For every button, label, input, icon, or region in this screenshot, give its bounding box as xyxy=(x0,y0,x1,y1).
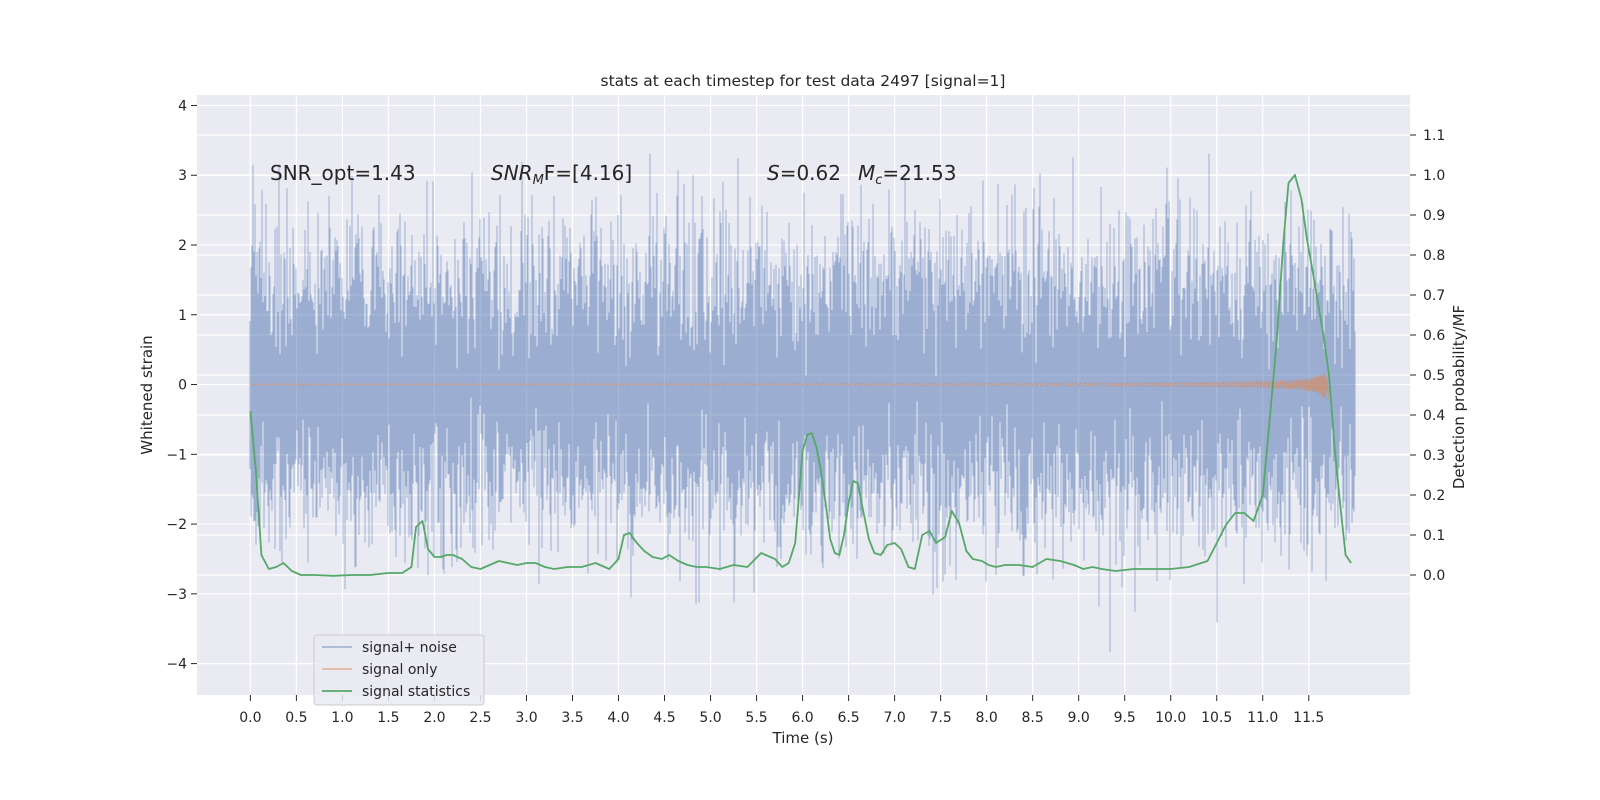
signal-only-series xyxy=(250,372,1330,399)
x-tick-label: 5.0 xyxy=(699,710,721,726)
x-tick-label: 6.0 xyxy=(791,710,813,726)
snr-mf-rest: F=[4.16] xyxy=(544,161,632,185)
x-tick-label: 3.0 xyxy=(515,710,537,726)
y-right-tick-label: 0.8 xyxy=(1423,248,1445,264)
x-tick-label: 3.5 xyxy=(561,710,583,726)
y-tick-label: 0 xyxy=(178,378,187,394)
y-tick-label: 3 xyxy=(178,168,187,184)
x-tick-label: 4.5 xyxy=(653,710,675,726)
legend-label-signal-noise: signal+ noise xyxy=(362,640,457,656)
signal-noise-line xyxy=(249,153,1356,653)
annotation-snr-opt: SNR_opt=1.43 xyxy=(270,161,416,185)
legend: signal+ noise signal only signal statist… xyxy=(313,634,485,706)
snr-mf-base: SNR xyxy=(491,161,533,185)
x-tick-label: 1.0 xyxy=(331,710,353,726)
y-tick-label: 4 xyxy=(178,98,187,114)
signal-statistics-line xyxy=(249,174,1352,577)
x-tick-label: 9.5 xyxy=(1114,710,1136,726)
x-tick-label: 0.0 xyxy=(239,710,261,726)
x-tick-label: 2.5 xyxy=(469,710,491,726)
y-right-tick-label: 0.0 xyxy=(1423,568,1445,584)
s-var: S xyxy=(767,161,780,185)
legend-label-signal-statistics: signal statistics xyxy=(362,684,470,700)
x-tick-label: 9.0 xyxy=(1068,710,1090,726)
x-tick-label: 1.5 xyxy=(377,710,399,726)
y-axis-label: Whitened strain xyxy=(138,335,156,454)
x-tick-label: 10.5 xyxy=(1201,710,1232,726)
x-tick-label: 7.0 xyxy=(883,710,905,726)
chart-title: stats at each timestep for test data 249… xyxy=(601,72,1006,90)
y-right-tick-label: 0.5 xyxy=(1423,368,1445,384)
x-tick-label: 8.5 xyxy=(1022,710,1044,726)
y-right-tick-label: 0.2 xyxy=(1423,488,1445,504)
mc-sub: c xyxy=(875,173,882,188)
y-right-tick-label: 0.9 xyxy=(1423,208,1445,224)
snr-mf-sub: M xyxy=(533,173,544,188)
x-axis-label: Time (s) xyxy=(772,729,834,747)
y-tick-label: −2 xyxy=(166,517,187,533)
signal-statistics-series xyxy=(249,174,1352,577)
y-tick-label: 1 xyxy=(178,308,187,324)
x-tick-label: 8.0 xyxy=(976,710,998,726)
x-tick-label: 4.0 xyxy=(607,710,629,726)
mc-value: =21.53 xyxy=(882,161,956,185)
signal-noise-series xyxy=(249,153,1356,653)
y-right-tick-label: 0.1 xyxy=(1423,528,1445,544)
s-value: =0.62 xyxy=(780,161,841,185)
y-tick-label: 2 xyxy=(178,238,187,254)
x-tick-label: 2.0 xyxy=(423,710,445,726)
x-tick-label: 7.5 xyxy=(929,710,951,726)
y-right-tick-label: 0.6 xyxy=(1423,328,1445,344)
x-tick-label: 11.5 xyxy=(1293,710,1324,726)
y-right-tick-label: 0.3 xyxy=(1423,448,1445,464)
signal-only-line xyxy=(250,372,1330,399)
x-tick-label: 10.0 xyxy=(1155,710,1186,726)
y-right-tick-label: 1.0 xyxy=(1423,168,1445,184)
y-tick-label: −4 xyxy=(166,657,187,673)
y-right-tick-label: 0.7 xyxy=(1423,288,1445,304)
x-tick-label: 11.0 xyxy=(1247,710,1278,726)
x-tick-label: 6.5 xyxy=(837,710,859,726)
x-tick-label: 0.5 xyxy=(285,710,307,726)
mc-base: M xyxy=(858,161,875,185)
legend-box xyxy=(313,634,485,706)
legend-label-signal-only: signal only xyxy=(362,662,437,678)
axes: 0.0 0.5 1.0 1.5 2.0 2.5 3.0 3.5 4.0 4.5 5.0 5.5 6.0 6… xyxy=(166,98,1445,726)
x-tick-label: 5.5 xyxy=(745,710,767,726)
y-right-tick-label: 0.4 xyxy=(1423,408,1445,424)
annotation-s-mc: S=0.62 Mc=21.53 xyxy=(767,161,956,188)
annotation-snr-mf: SNRMF=[4.16] xyxy=(491,161,632,188)
y-tick-label: −3 xyxy=(166,587,187,603)
y-axis-right-label: Detection probability/MF xyxy=(1450,305,1468,489)
y-right-tick-label: 1.1 xyxy=(1423,128,1445,144)
y-tick-label: −1 xyxy=(166,447,187,463)
